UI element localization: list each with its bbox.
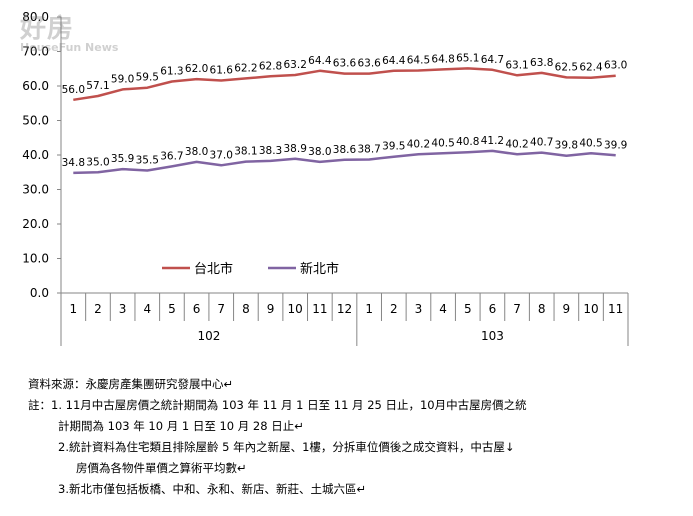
data-label: 39.8 (555, 140, 578, 152)
data-label: 63.2 (284, 59, 307, 71)
watermark-sub: HouseFun News (20, 41, 119, 54)
data-label: 62.2 (234, 62, 257, 74)
data-label: 65.1 (456, 52, 479, 64)
y-tick-label: 40.0 (22, 148, 49, 162)
y-tick-label: 50.0 (22, 114, 49, 128)
data-label: 38.9 (284, 143, 307, 155)
data-label: 38.1 (234, 146, 257, 158)
x-tick-label: 9 (563, 302, 571, 316)
x-tick-label: 9 (267, 302, 275, 316)
y-tick-label: 60.0 (22, 79, 49, 93)
x-tick-label: 10 (583, 302, 598, 316)
data-label: 34.8 (62, 157, 85, 169)
data-label: 61.6 (210, 64, 234, 76)
data-label: 57.1 (86, 80, 109, 92)
note-3: 3.新北市僅包括板橋、中和、永和、新店、新莊、土城六區↵ (58, 482, 367, 496)
x-tick-label: 6 (193, 302, 201, 316)
data-label: 62.8 (259, 60, 282, 72)
data-label: 41.2 (481, 135, 504, 147)
data-label: 59.5 (136, 72, 159, 84)
x-tick-label: 7 (513, 302, 521, 316)
data-label: 64.4 (308, 55, 332, 67)
y-tick-label: 70.0 (22, 45, 49, 59)
data-label: 38.3 (259, 145, 282, 157)
legend-label: 新北市 (300, 261, 339, 277)
data-label: 62.4 (579, 62, 603, 74)
x-tick-label: 2 (94, 302, 102, 316)
data-label: 37.0 (210, 149, 233, 161)
note-1-line-1: 註：1. 11月中古屋房價之統計期間為 103 年 11 月 1 日至 11 月… (28, 398, 527, 412)
data-label: 39.5 (382, 141, 405, 153)
data-label: 63.6 (357, 58, 381, 70)
note-2-line-2: 房價為各物件單價之算術平均數↵ (76, 461, 247, 475)
data-label: 38.0 (308, 146, 331, 158)
x-tick-label: 4 (439, 302, 447, 316)
data-label: 59.0 (111, 73, 134, 85)
data-label: 63.8 (530, 57, 553, 69)
footnotes: 資料來源：永慶房產集團研究發展中心↵ 註：1. 11月中古屋房價之統計期間為 1… (28, 374, 678, 500)
y-tick-label: 80.0 (22, 10, 49, 24)
data-label: 63.1 (505, 59, 528, 71)
data-label: 40.8 (456, 136, 479, 148)
year-group-label: 102 (197, 329, 220, 343)
data-label: 64.5 (407, 54, 430, 66)
x-tick-label: 11 (312, 302, 327, 316)
watermark-logo: 好房 HouseFun News (20, 8, 118, 54)
data-label: 40.2 (407, 138, 430, 150)
x-tick-label: 12 (337, 302, 352, 316)
data-label: 64.7 (481, 54, 504, 66)
legend-label: 台北市 (194, 261, 233, 277)
x-tick-label: 1 (365, 302, 373, 316)
x-tick-label: 4 (143, 302, 151, 316)
data-label: 62.5 (555, 61, 578, 73)
data-label: 36.7 (160, 150, 183, 162)
series-line-taipei (73, 67, 616, 102)
series-layer: 56.0 57.159.0 59.561.3 62.0 61.6 62.2 62.8 63.2… (62, 52, 627, 175)
x-tick-label: 8 (538, 302, 546, 316)
data-label: 35.5 (136, 155, 159, 167)
x-tick-label: 5 (168, 302, 176, 316)
data-label: 40.2 (505, 138, 528, 150)
legend: 台北市 新北市 (162, 261, 339, 277)
source-note: 資料來源：永慶房產集團研究發展中心↵ (28, 377, 234, 391)
y-tick-label: 20.0 (22, 217, 49, 231)
x-tick-label: 10 (288, 302, 303, 316)
data-label: 63.6 (333, 58, 357, 70)
data-label: 39.9 (604, 139, 627, 151)
y-tick-label: 10.0 (22, 252, 49, 266)
y-tick-label: 30.0 (22, 183, 49, 197)
x-tick-label: 3 (119, 302, 127, 316)
data-label: 64.4 (382, 55, 406, 67)
y-tick-label: 0.0 (30, 286, 49, 300)
x-tick-label: 1 (70, 302, 78, 316)
series-line-new-taipei (73, 149, 616, 175)
data-label: 38.0 (185, 146, 208, 158)
x-tick-label: 6 (489, 302, 497, 316)
data-label: 62.0 (185, 63, 208, 75)
data-label: 40.7 (530, 137, 553, 149)
note-1-line-2: 計期間為 103 年 10 月 1 日至 10 月 28 日止↵ (58, 419, 304, 433)
data-label: 35.9 (111, 153, 134, 165)
data-label: 64.8 (431, 53, 454, 65)
data-label: 56.0 (62, 84, 85, 96)
data-label: 38.7 (357, 143, 380, 155)
x-tick-label: 8 (242, 302, 250, 316)
data-label: 35.0 (86, 156, 109, 168)
x-tick-label: 11 (608, 302, 623, 316)
x-tick-label: 3 (415, 302, 423, 316)
note-2-line-1: 2.統計資料為住宅類且排除屋齡 5 年內之新屋、1樓，分拆車位價後之成交資料，中… (58, 440, 515, 454)
x-tick-label: 2 (390, 302, 398, 316)
year-group-label: 103 (481, 329, 504, 343)
data-label: 38.6 (333, 144, 357, 156)
y-axis: 0.0 10.0 20.0 30.0 40.0 50.0 60.0 70.0 80.0 (22, 10, 62, 300)
x-tick-label: 7 (217, 302, 225, 316)
x-tick-label: 5 (464, 302, 472, 316)
data-label: 63.0 (604, 60, 627, 72)
data-label: 40.5 (431, 137, 454, 149)
watermark-main: 好房 (20, 14, 75, 44)
data-label: 40.5 (579, 137, 602, 149)
data-label: 61.3 (160, 66, 183, 78)
